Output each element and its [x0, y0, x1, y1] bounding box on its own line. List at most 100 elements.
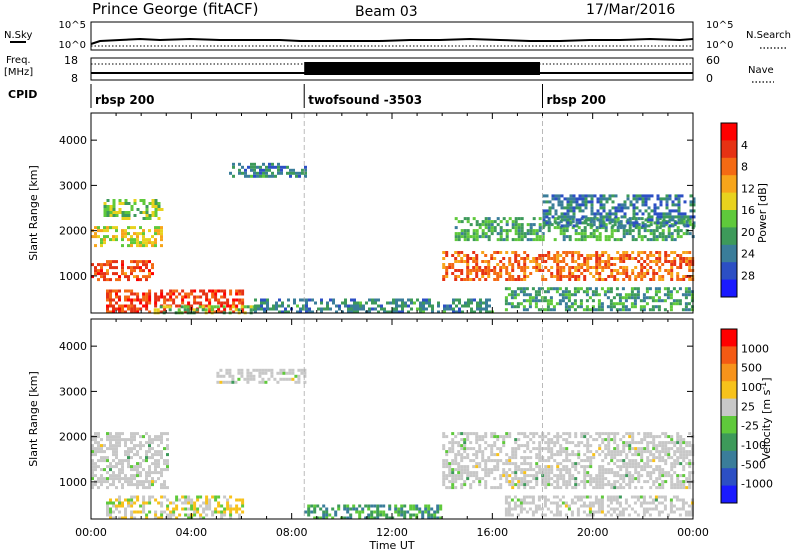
data-cell — [607, 453, 611, 457]
data-cell — [460, 235, 464, 239]
data-cell — [594, 287, 598, 291]
data-cell — [291, 371, 295, 375]
data-cell — [205, 507, 209, 511]
data-cell — [263, 301, 266, 305]
data-cell — [124, 272, 127, 276]
data-cell — [475, 432, 479, 436]
data-cell — [100, 456, 103, 460]
data-cell — [454, 486, 458, 490]
data-cell — [686, 218, 690, 222]
data-cell — [598, 235, 602, 239]
data-cell — [109, 226, 112, 230]
data-cell — [602, 221, 606, 225]
data-cell — [568, 459, 572, 463]
data-cell — [601, 477, 605, 481]
data-cell — [106, 304, 109, 308]
data-cell — [598, 232, 602, 236]
data-cell — [505, 269, 509, 272]
data-cell — [624, 501, 628, 505]
data-cell — [118, 211, 122, 214]
data-cell — [475, 435, 479, 439]
data-cell — [145, 211, 149, 214]
data-cell — [609, 308, 613, 312]
data-cell — [669, 504, 673, 508]
data-cell — [154, 202, 158, 205]
data-cell — [262, 174, 265, 178]
data-cell — [613, 435, 617, 439]
data-cell — [541, 254, 545, 257]
data-cell — [538, 471, 542, 475]
data-cell — [514, 450, 518, 454]
data-cell — [130, 465, 133, 469]
data-cell — [619, 260, 623, 263]
data-cell — [481, 438, 485, 442]
data-cell — [115, 450, 118, 454]
data-cell — [184, 513, 188, 517]
data-cell — [547, 432, 551, 436]
data-cell — [535, 266, 539, 269]
data-cell — [139, 269, 142, 273]
data-cell — [622, 232, 626, 236]
data-cell — [667, 272, 671, 275]
data-cell — [172, 501, 176, 505]
data-cell — [583, 459, 587, 463]
data-cell — [307, 510, 311, 514]
data-cell — [581, 221, 585, 225]
data-cell — [508, 432, 512, 436]
data-cell — [664, 462, 668, 466]
data-cell — [617, 224, 621, 228]
data-cell — [362, 307, 365, 311]
data-cell — [356, 301, 359, 305]
data-cell — [115, 462, 118, 466]
data-cell — [682, 447, 686, 451]
data-cell — [556, 480, 560, 484]
data-cell — [517, 223, 521, 227]
data-cell — [568, 441, 572, 445]
data-cell — [448, 486, 452, 490]
data-cell — [598, 254, 602, 257]
data-cell — [205, 513, 209, 517]
data-cell — [646, 456, 650, 460]
data-cell — [568, 217, 572, 221]
data-cell — [451, 441, 455, 445]
data-cell — [574, 229, 578, 233]
data-cell — [460, 220, 464, 224]
data-cell — [688, 459, 692, 463]
data-cell — [568, 275, 572, 278]
data-cell — [654, 293, 658, 297]
data-cell — [240, 305, 244, 309]
data-cell — [616, 471, 620, 475]
data-cell — [229, 510, 233, 514]
data-cell — [517, 275, 521, 278]
data-cell — [205, 304, 209, 308]
data-cell — [121, 486, 124, 490]
data-cell — [220, 310, 224, 314]
data-cell — [598, 226, 602, 230]
data-cell — [523, 468, 527, 472]
data-cell — [650, 215, 654, 219]
data-cell — [620, 209, 624, 213]
data-cell — [211, 495, 215, 499]
data-cell — [112, 298, 115, 302]
data-cell — [163, 459, 166, 463]
data-cell — [617, 221, 621, 225]
data-cell — [157, 453, 160, 457]
data-cell — [121, 263, 124, 267]
data-cell — [664, 269, 668, 272]
data-cell — [457, 232, 461, 236]
data-cell — [118, 304, 121, 308]
data-cell — [550, 447, 554, 451]
data-cell — [577, 275, 581, 278]
data-cell — [118, 307, 121, 311]
data-cell — [445, 254, 449, 257]
data-cell — [223, 495, 227, 499]
data-cell — [222, 380, 226, 384]
data-cell — [514, 465, 518, 469]
data-cell — [421, 510, 425, 514]
data-cell — [565, 432, 569, 436]
data-cell — [670, 447, 674, 451]
data-cell — [454, 453, 458, 457]
data-cell — [121, 465, 124, 469]
data-cell — [487, 217, 491, 221]
data-cell — [568, 266, 572, 269]
